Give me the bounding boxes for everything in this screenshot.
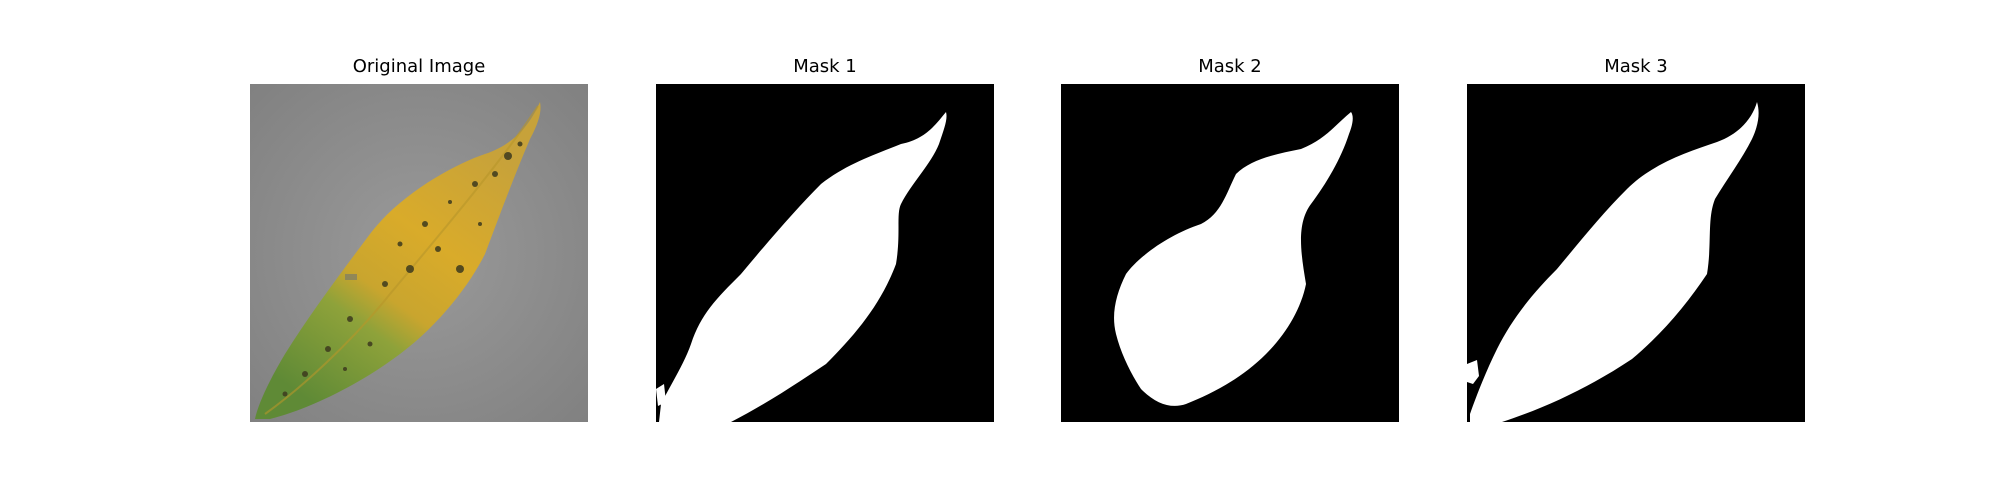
mask-1-image: [656, 84, 994, 422]
mask-3-panel: [1467, 84, 1805, 422]
leaf-hole: [345, 274, 357, 280]
mask-1-panel: [656, 84, 994, 422]
mask-2-panel: [1061, 84, 1399, 422]
original-image-panel: [250, 84, 588, 422]
mask-2-title: Mask 2: [1061, 58, 1399, 76]
mask-1-title: Mask 1: [656, 58, 994, 76]
mask-2-image: [1061, 84, 1399, 422]
original-image-title: Original Image: [250, 58, 588, 76]
mask-3-image: [1467, 84, 1805, 422]
original-leaf-image: [250, 84, 588, 422]
mask-3-title: Mask 3: [1467, 58, 1805, 76]
